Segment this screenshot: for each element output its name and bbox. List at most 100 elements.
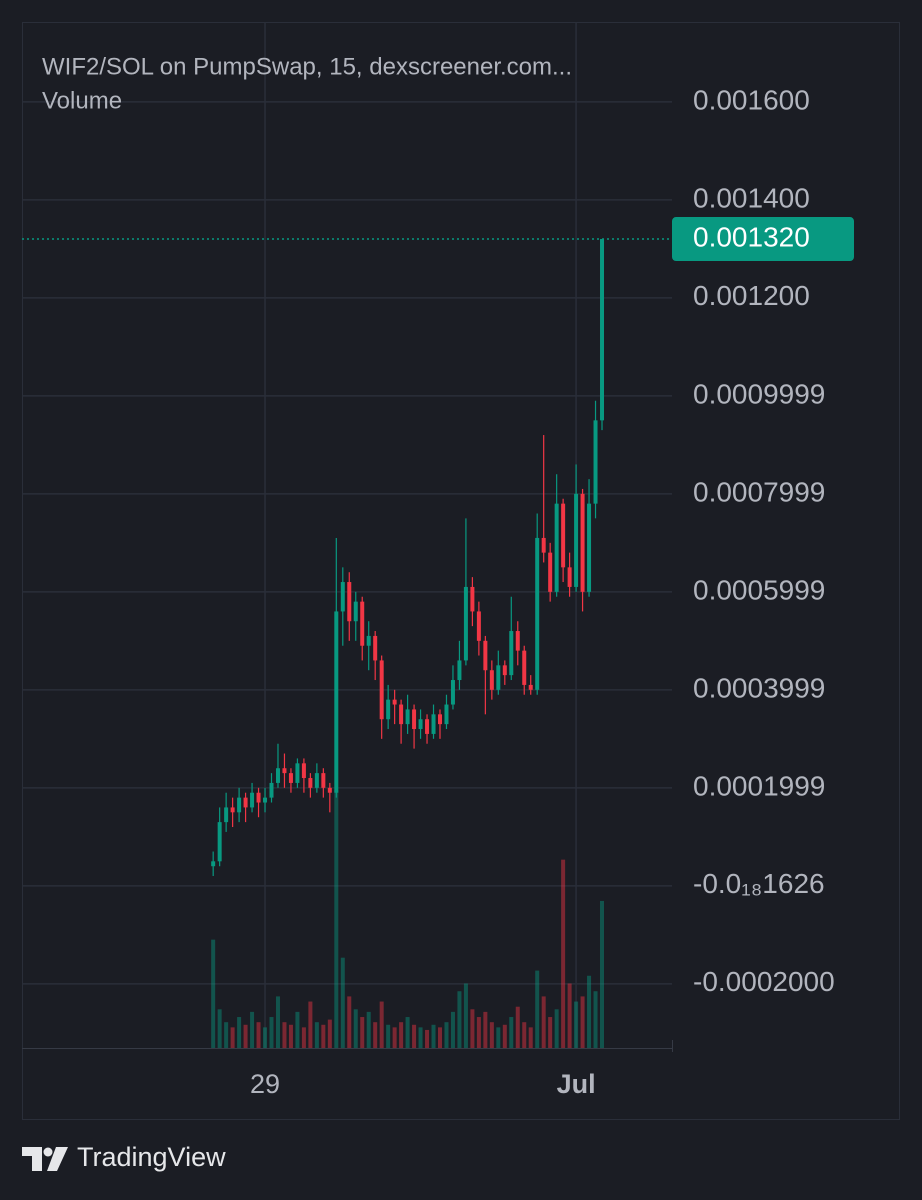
candle-body <box>418 719 423 730</box>
volume-bar <box>425 1029 430 1048</box>
candle-body <box>282 768 287 774</box>
volume-bar <box>237 1017 242 1048</box>
candle-body <box>399 704 404 725</box>
volume-bar <box>561 859 566 1048</box>
candle-body <box>353 601 358 622</box>
candle-body <box>574 493 579 587</box>
volume-bar <box>308 1001 313 1048</box>
candle-body <box>580 493 585 592</box>
volume-bar <box>275 996 280 1048</box>
volume-bar <box>230 1027 235 1048</box>
volume-bar <box>211 939 216 1048</box>
candle-body <box>425 719 430 734</box>
volume-bar <box>522 1022 527 1048</box>
y-tick-label: 0.0009999 <box>693 378 825 409</box>
volume-bar <box>418 1027 423 1048</box>
candle-body <box>263 797 268 803</box>
candle-body <box>314 773 319 788</box>
y-tick-label: 0.0003999 <box>693 672 825 703</box>
volume-bar <box>373 1022 378 1048</box>
candle-body <box>217 822 222 862</box>
candle-body <box>334 611 339 793</box>
y-tick-label: 0.0005999 <box>693 574 825 605</box>
volume-bar <box>360 1017 365 1048</box>
candle-body <box>437 714 442 725</box>
candle-body <box>470 586 475 612</box>
volume-bar <box>554 1009 559 1048</box>
volume-bar <box>463 983 468 1048</box>
candle-body <box>600 239 605 421</box>
candle-body <box>237 797 242 813</box>
logo-slash <box>47 1147 68 1171</box>
volume-bar <box>600 900 605 1048</box>
label-layer: 0.001600 0.001400 0.001200 0.0009999 0.00079… <box>22 84 854 1099</box>
y-tick-label: -0.0₁₈1626 <box>693 868 825 899</box>
y-tick-label: -0.0002000 <box>693 966 835 997</box>
candle-body <box>243 797 248 808</box>
volume-bar <box>224 1022 229 1048</box>
volume-bar <box>444 1022 449 1048</box>
candle-body <box>548 552 553 592</box>
volume-bar <box>489 1022 494 1048</box>
y-tick-label: 0.001600 <box>693 84 810 115</box>
candle-body <box>340 582 345 612</box>
volume-bar <box>580 996 585 1048</box>
candle-body <box>554 503 559 592</box>
candle-body <box>489 670 494 690</box>
candle-body <box>496 665 501 690</box>
candle-body <box>275 768 280 783</box>
y-tick-label: 0.001200 <box>693 280 810 311</box>
volume-bar <box>366 1011 371 1048</box>
candle-body <box>379 660 384 720</box>
candle-body <box>528 684 533 690</box>
volume-bar <box>509 1017 514 1048</box>
x-tick-label: Jul <box>557 1069 596 1099</box>
candle-body <box>561 503 566 568</box>
volume-bar <box>593 991 598 1048</box>
tradingview-logo <box>22 1147 68 1171</box>
volume-bar <box>263 1027 268 1048</box>
volume-bar <box>535 970 540 1048</box>
candle-body <box>593 420 598 504</box>
volume-bar <box>379 1001 384 1048</box>
volume-bar <box>386 1024 391 1048</box>
volume-bar <box>574 1001 579 1048</box>
y-tick-label: 0.0001999 <box>693 770 825 801</box>
candle-body <box>444 704 449 725</box>
volume-bar <box>541 996 546 1048</box>
candle-body <box>250 792 255 808</box>
volume-bar <box>587 975 592 1048</box>
volume-bar <box>353 1009 358 1048</box>
grid <box>22 22 672 1048</box>
candle-body <box>230 807 235 813</box>
candle-body <box>476 611 481 641</box>
candle-body <box>308 778 313 788</box>
candle-body <box>301 763 306 779</box>
volume-bar <box>399 1022 404 1048</box>
candle-body <box>347 582 352 622</box>
candle-body <box>502 665 507 676</box>
candle-body <box>211 861 216 867</box>
candle-body <box>535 537 540 690</box>
candle-body <box>373 635 378 661</box>
volume-bar <box>548 1017 553 1048</box>
candle-body <box>288 773 293 783</box>
volume-bar <box>483 1011 488 1048</box>
last-price-badge <box>672 217 854 262</box>
candle-body <box>450 680 455 705</box>
volume-bar <box>502 1024 507 1048</box>
volume-bar <box>515 1006 520 1048</box>
volume-bar <box>282 1022 287 1048</box>
candle-body <box>405 709 410 725</box>
candle-body <box>541 537 546 553</box>
candle-body <box>295 763 300 783</box>
volume-bar <box>392 1027 397 1048</box>
volume-bar <box>412 1024 417 1048</box>
candle-body <box>457 660 462 681</box>
volume-bar <box>243 1024 248 1048</box>
volume-layer <box>211 790 605 1048</box>
y-tick-label: 0.001400 <box>693 182 810 213</box>
volume-bar <box>314 1022 319 1048</box>
logo-mark <box>22 1147 42 1171</box>
